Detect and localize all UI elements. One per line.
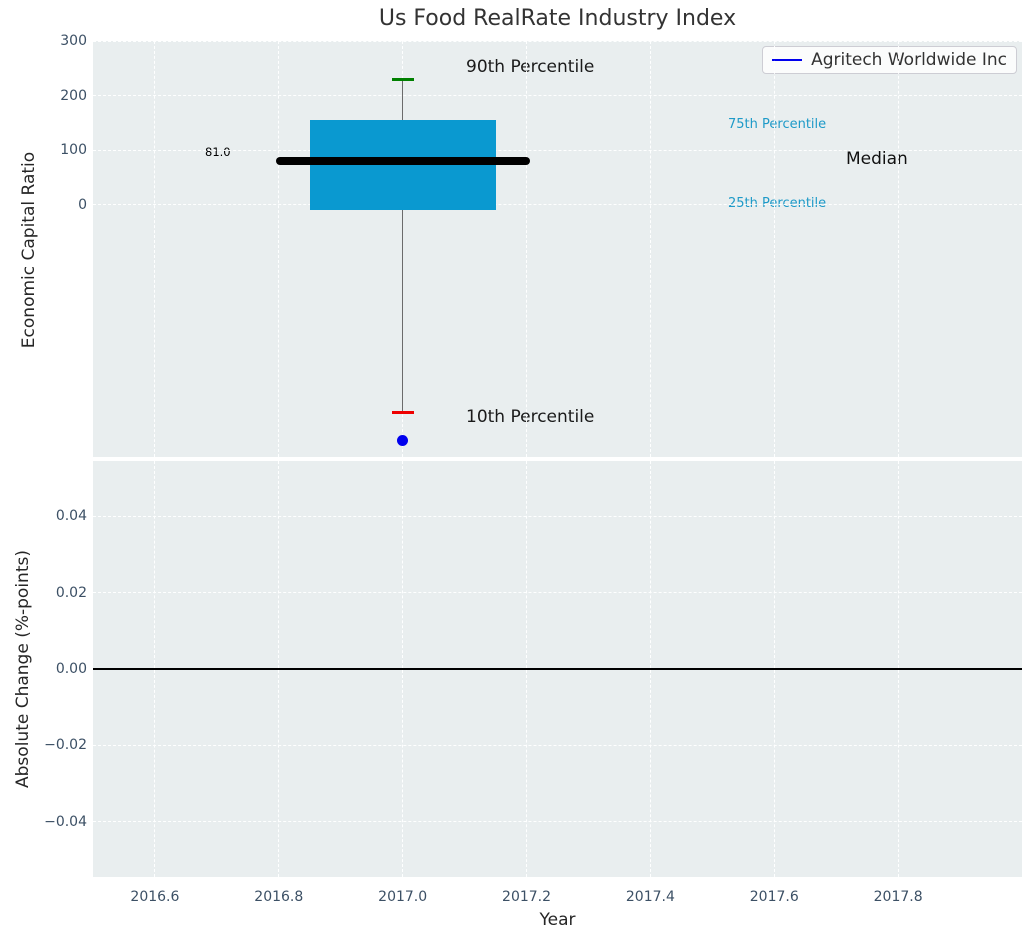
company-point (397, 434, 409, 446)
p75-label: 75th Percentile (728, 117, 827, 132)
gridline-x (897, 41, 899, 457)
p25-label: 25th Percentile (728, 196, 827, 211)
x-tick-label: 2017.0 (378, 889, 428, 905)
p90-cap (391, 77, 414, 81)
chart-title: Us Food RealRate Industry Index (378, 6, 737, 31)
bottom-y-tick-label: 0.02 (55, 584, 87, 601)
legend-line-sample (772, 59, 803, 61)
gridline-y (93, 95, 1022, 97)
gridline-x (649, 41, 651, 457)
zero-line (93, 668, 1022, 670)
top-y-tick-label: 100 (60, 142, 87, 159)
gridline-x (773, 41, 775, 457)
x-tick-label: 2017.2 (502, 889, 552, 905)
legend-label: Agritech Worldwide Inc (811, 50, 1007, 70)
x-tick-label: 2016.6 (130, 889, 180, 905)
top-y-tick-label: 0 (78, 196, 87, 213)
top-axes: 90th Percentile 75th Percentile Median 2… (93, 41, 1022, 457)
gridline-y (93, 515, 1022, 517)
gridline-y (93, 821, 1022, 823)
x-tick-label: 2017.8 (873, 889, 923, 905)
gridline-y (93, 204, 1022, 206)
top-y-tick-label: 200 (60, 87, 87, 104)
p10-cap (391, 411, 414, 415)
p90-label: 90th Percentile (466, 57, 595, 77)
bottom-y-tick-label: −0.02 (44, 737, 87, 754)
gridline-y (93, 149, 1022, 151)
bottom-y-tick-label: 0.00 (55, 661, 87, 677)
p10-label: 10th Percentile (466, 407, 595, 427)
top-y-tick-label: 300 (60, 33, 87, 49)
x-tick-label: 2017.4 (625, 889, 675, 905)
gridline-y (93, 41, 1022, 42)
iqr-box (309, 120, 496, 211)
gridline-x (278, 41, 280, 457)
median-label: Median (846, 149, 908, 169)
gridline-x (526, 41, 528, 457)
legend: Agritech Worldwide Inc (762, 46, 1017, 74)
x-axis-label: Year (539, 910, 576, 930)
gridline-y (93, 744, 1022, 746)
whisker-line (402, 79, 404, 413)
median-value-label: 81.0 (205, 145, 231, 159)
gridline-x (154, 41, 156, 457)
gridline-y (93, 592, 1022, 594)
x-tick-label: 2016.8 (254, 889, 304, 905)
bottom-y-tick-label: −0.04 (44, 813, 87, 830)
bottom-y-tick-label: 0.04 (55, 508, 87, 525)
median-line (275, 156, 530, 165)
x-tick-label: 2017.6 (749, 889, 799, 905)
bottom-axes (93, 461, 1022, 877)
